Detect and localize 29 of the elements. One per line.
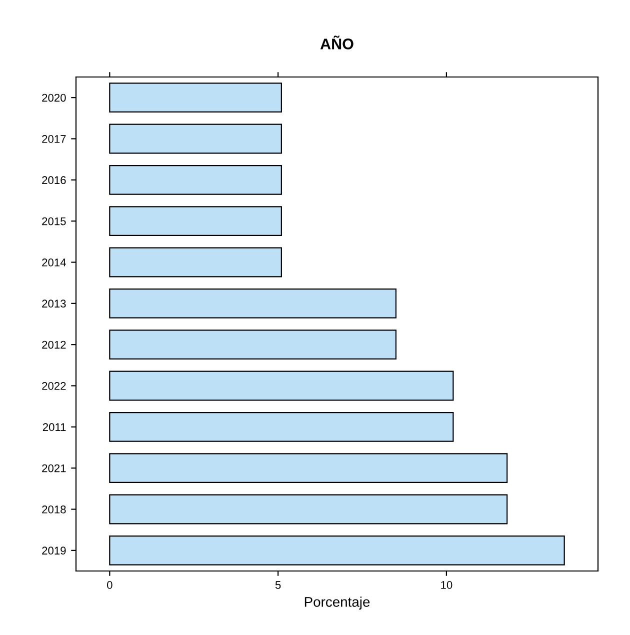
x-tick-label: 10 (441, 581, 452, 589)
bar (109, 453, 508, 484)
y-tick-label: 2013 (42, 300, 66, 308)
bar (109, 247, 282, 278)
y-tick-label: 2017 (42, 135, 66, 143)
bar (109, 370, 454, 401)
y-tick-label: 2021 (42, 464, 66, 472)
bar (109, 288, 396, 318)
y-tick-label: 2012 (42, 340, 66, 349)
bar (109, 164, 282, 195)
y-tick-label: 2019 (42, 546, 66, 555)
y-tick-label: 2018 (42, 506, 66, 514)
y-tick-label: 2014 (42, 258, 66, 266)
chart-title: AÑO (320, 36, 354, 50)
y-tick-label: 2022 (42, 382, 66, 390)
y-tick-label: 2011 (42, 423, 66, 432)
bar (109, 412, 454, 442)
bar (109, 494, 508, 524)
bar (109, 535, 565, 566)
bar (109, 206, 282, 236)
bar (109, 124, 282, 154)
x-tick-label: 5 (275, 581, 281, 589)
bar (109, 330, 396, 360)
y-tick-label: 2016 (42, 176, 66, 184)
y-tick-label: 2015 (42, 217, 66, 226)
x-axis-title: Porcentaje (304, 596, 370, 610)
x-tick-label: 0 (107, 581, 112, 589)
y-tick-label: 2020 (42, 94, 66, 102)
bar (109, 82, 282, 113)
